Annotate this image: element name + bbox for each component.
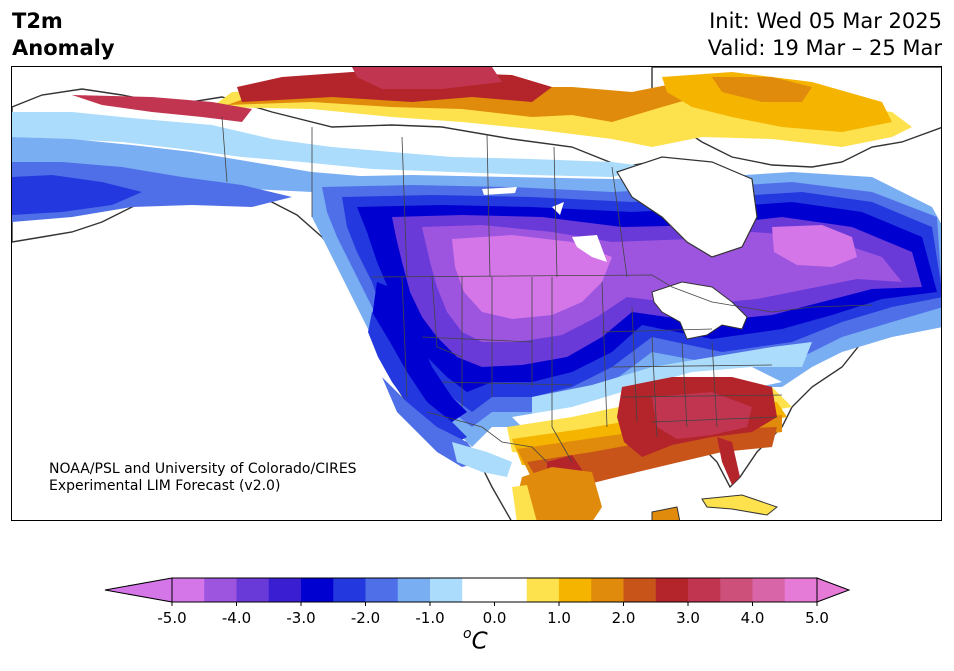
- hudson-bay: [616, 156, 758, 258]
- colorbar-cell: [172, 578, 205, 602]
- colorbar-cell: [784, 578, 818, 602]
- us-canada-border: [371, 274, 873, 313]
- credit-line-1: NOAA/PSL and University of Colorado/CIRE…: [49, 461, 357, 477]
- warm-florida: [717, 437, 740, 485]
- warm-band-crimson-alaska-north: [72, 95, 252, 122]
- anomaly-map: [11, 66, 942, 521]
- warm-se-crimson: [652, 392, 752, 439]
- cold-west-blue: [372, 282, 467, 422]
- colorbar-tick-label: -2.0: [351, 609, 380, 627]
- colorbar-cell: [236, 578, 270, 602]
- title-line-1: T2m: [12, 9, 63, 33]
- colorbar-cell: [688, 578, 721, 602]
- colorbar-extend-min: [104, 577, 173, 603]
- colorbar-cell: [494, 578, 528, 602]
- mexico-border: [426, 411, 548, 463]
- colorbar-tick-label: -5.0: [157, 609, 186, 627]
- colorbar-tick-label: 2.0: [612, 609, 636, 627]
- cold-alaska-deep: [12, 175, 142, 215]
- warm-mexico-yellow: [512, 485, 537, 520]
- valid-range: Valid: 19 Mar – 25 Mar: [707, 36, 942, 60]
- warm-arctic: [72, 67, 912, 147]
- title-line-2: Anomaly: [12, 36, 115, 60]
- us-state-lines-west: [401, 276, 573, 463]
- colorbar-cell: [365, 578, 399, 602]
- warm-band-crimson-arctic: [352, 67, 502, 89]
- colorbar-extend-max: [816, 577, 851, 603]
- map-canvas: [12, 67, 941, 520]
- colorbar-tick-label: 5.0: [805, 609, 829, 627]
- warm-cuba: [701, 494, 779, 516]
- canada-province-lines: [221, 116, 628, 278]
- colorbar-cell: [720, 578, 753, 602]
- cold-central: [312, 156, 941, 447]
- colorbar-cell: [462, 578, 495, 602]
- colorbar-tick-label: 1.0: [547, 609, 571, 627]
- warm-mexico-orange: [517, 467, 602, 520]
- political-borders: [221, 116, 873, 463]
- colorbar-tick-label: 0.0: [483, 609, 507, 627]
- colorbar-cell: [430, 578, 463, 602]
- cold-alaska-cool: [12, 112, 652, 177]
- colorbar-cell: [526, 578, 560, 602]
- lake-patch-1: [482, 187, 517, 195]
- cold-alaska: [12, 112, 652, 222]
- colorbar-unit: oC: [463, 626, 488, 655]
- colorbar-ticks: -5.0 -4.0 -3.0 -2.0 -1.0 0.0 1.0 2.0 3.0 4.0 5.0: [157, 602, 829, 627]
- colorbar-cell: [333, 578, 366, 602]
- colorbar-cell: [655, 578, 689, 602]
- init-date: Init: Wed 05 Mar 2025: [709, 9, 942, 33]
- lake-patch-3: [572, 235, 607, 262]
- credit-line-2: Experimental LIM Forecast (v2.0): [49, 478, 281, 494]
- great-lakes: [651, 281, 748, 340]
- colorbar-tick-label: -1.0: [415, 609, 444, 627]
- colorbar-cell: [204, 578, 237, 602]
- colorbar-cell: [623, 578, 657, 602]
- unit-celsius: C: [471, 628, 488, 655]
- colorbar-tick-label: 4.0: [741, 609, 765, 627]
- colorbar-tick-label: -3.0: [286, 609, 315, 627]
- colorbar-cell: [591, 578, 624, 602]
- warm-greenland-orange: [712, 77, 812, 102]
- lake-patch-2: [552, 202, 564, 215]
- colorbar-cell: [752, 578, 786, 602]
- colorbar-cell: [268, 578, 302, 602]
- warm-yucatan: [651, 506, 681, 520]
- great-lakes-water: [651, 281, 748, 340]
- unit-degree: o: [463, 626, 472, 642]
- colorbar-tick-label: -4.0: [222, 609, 251, 627]
- colorbar-cell: [397, 578, 431, 602]
- colorbar-cell: [301, 578, 334, 602]
- credit-text: NOAA/PSL and University of Colorado/CIRE…: [49, 461, 357, 495]
- date-info: Init: Wed 05 Mar 2025 Valid: 19 Mar – 25…: [708, 8, 942, 62]
- colorbar-cell: [559, 578, 592, 602]
- cold-west: [368, 282, 512, 477]
- cold-central-core-east: [772, 225, 857, 267]
- cold-west-cool: [452, 442, 512, 477]
- cold-west-mid: [368, 312, 467, 445]
- us-state-lines-east: [601, 281, 783, 438]
- chart-title: T2m Anomaly: [12, 8, 115, 62]
- colorbar-cells: [104, 577, 851, 603]
- colorbar-tick-label: 3.0: [676, 609, 700, 627]
- colorbar: -5.0 -4.0 -3.0 -2.0 -1.0 0.0 1.0 2.0 3.0 4.0 5.0: [104, 577, 851, 627]
